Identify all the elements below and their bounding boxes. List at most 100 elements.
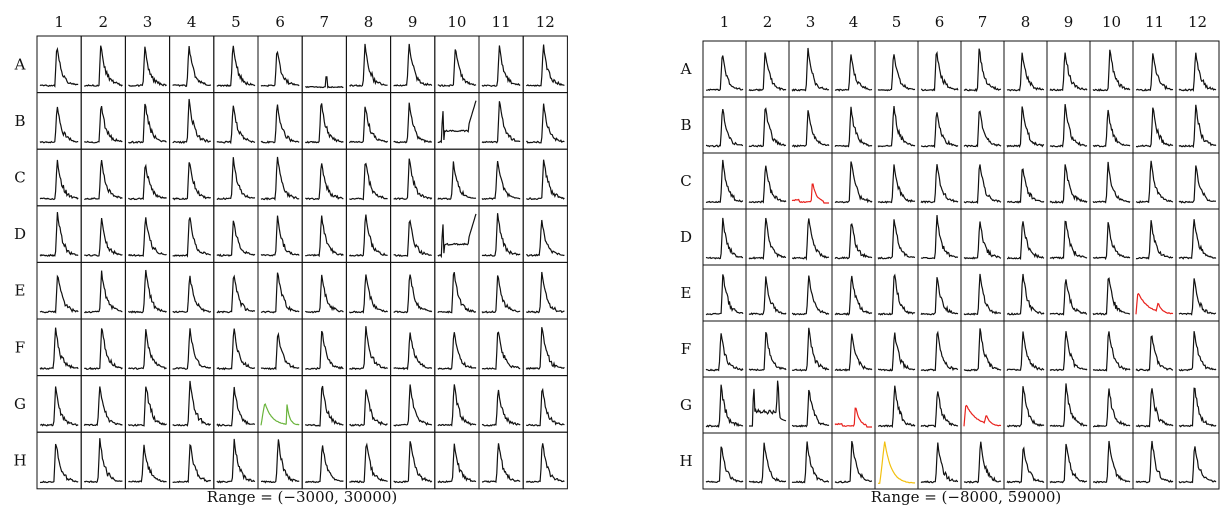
trace-line bbox=[437, 213, 477, 259]
well-H1 bbox=[702, 432, 747, 490]
trace-line bbox=[1178, 387, 1217, 428]
trace-line bbox=[705, 333, 744, 372]
well-G11 bbox=[478, 375, 524, 433]
well-F8 bbox=[1003, 320, 1048, 378]
trace-line bbox=[705, 446, 744, 484]
trace-line bbox=[877, 332, 916, 372]
trace-line bbox=[834, 441, 873, 484]
well-B2 bbox=[745, 96, 790, 154]
well-E3 bbox=[124, 261, 171, 320]
trace-line bbox=[1135, 335, 1174, 372]
trace-line bbox=[84, 45, 123, 87]
column-label: 10 bbox=[1102, 13, 1121, 31]
trace-line bbox=[1135, 107, 1174, 148]
well-F11 bbox=[1132, 320, 1177, 378]
trace-line bbox=[792, 218, 830, 261]
trace-line bbox=[1006, 168, 1045, 204]
well-F3 bbox=[788, 320, 833, 378]
well-E6 bbox=[917, 264, 962, 322]
trace-line bbox=[1049, 52, 1088, 92]
trace-line bbox=[706, 55, 744, 92]
well-H5 bbox=[874, 432, 919, 490]
well-G9 bbox=[1046, 376, 1091, 434]
well-cell bbox=[124, 431, 171, 490]
well-A7 bbox=[960, 40, 1005, 98]
trace-line bbox=[172, 380, 211, 427]
trace-line bbox=[172, 443, 212, 484]
trace-line bbox=[437, 161, 477, 201]
well-B6 bbox=[917, 96, 962, 154]
well-H4 bbox=[169, 431, 215, 490]
well-A11 bbox=[1132, 40, 1177, 98]
column-label: 8 bbox=[364, 13, 374, 31]
column-label: 4 bbox=[187, 13, 197, 31]
row-label: B bbox=[14, 112, 25, 130]
well-E10 bbox=[434, 261, 480, 320]
well-H2 bbox=[80, 431, 126, 490]
well-E12 bbox=[522, 261, 568, 320]
column-label: 11 bbox=[1145, 13, 1164, 31]
trace-line bbox=[304, 445, 344, 484]
well-H10 bbox=[1089, 432, 1134, 490]
column-label: 2 bbox=[99, 13, 109, 31]
row-label: F bbox=[15, 338, 25, 356]
well-C7 bbox=[301, 148, 347, 207]
well-A4 bbox=[169, 35, 215, 94]
well-cell bbox=[522, 205, 568, 263]
column-label: 5 bbox=[892, 13, 902, 31]
well-A2 bbox=[80, 35, 126, 94]
trace-line bbox=[920, 330, 959, 372]
trace-line bbox=[172, 217, 211, 258]
well-F10 bbox=[1089, 320, 1134, 378]
trace-line bbox=[305, 215, 344, 258]
row-label: A bbox=[680, 60, 692, 78]
well-cell bbox=[788, 40, 833, 98]
well-C12 bbox=[522, 148, 568, 207]
well-H9 bbox=[1046, 432, 1091, 490]
trace-line bbox=[481, 45, 521, 87]
trace-line bbox=[748, 442, 787, 485]
trace-line bbox=[748, 165, 787, 204]
well-C9 bbox=[390, 148, 436, 207]
well-H2 bbox=[745, 432, 790, 490]
trace-line bbox=[84, 105, 123, 144]
well-F7 bbox=[301, 318, 347, 377]
trace-line bbox=[963, 328, 1002, 372]
trace-line bbox=[1049, 279, 1088, 316]
well-G10 bbox=[434, 375, 480, 433]
well-C10 bbox=[1089, 152, 1134, 210]
row-label: G bbox=[14, 395, 26, 413]
well-D8 bbox=[1003, 208, 1048, 266]
trace-line bbox=[348, 274, 389, 314]
trace-line bbox=[526, 159, 565, 201]
trace-line bbox=[1093, 388, 1131, 428]
column-label: 1 bbox=[54, 13, 64, 31]
well-F2 bbox=[80, 318, 126, 377]
trace-line bbox=[481, 389, 521, 427]
well-H5 bbox=[213, 431, 259, 490]
well-D9 bbox=[1046, 208, 1091, 266]
well-cell bbox=[874, 432, 919, 490]
trace-line bbox=[791, 389, 830, 428]
trace-line bbox=[878, 441, 916, 484]
trace-line bbox=[1178, 52, 1217, 92]
row-label: C bbox=[680, 172, 691, 190]
trace-line bbox=[963, 404, 1002, 427]
trace-line bbox=[1178, 165, 1216, 204]
trace-line bbox=[1092, 277, 1131, 316]
well-F10 bbox=[434, 318, 480, 377]
well-C2 bbox=[80, 148, 126, 207]
trace-line bbox=[260, 104, 300, 144]
well-C8 bbox=[345, 148, 392, 207]
well-B7 bbox=[960, 96, 1005, 154]
trace-line bbox=[877, 106, 916, 148]
column-label: 6 bbox=[935, 13, 945, 31]
trace-line bbox=[349, 442, 388, 484]
trace-line bbox=[1093, 440, 1131, 484]
trace-line bbox=[1006, 386, 1045, 428]
well-D11 bbox=[1132, 208, 1177, 266]
well-H12 bbox=[1175, 432, 1220, 490]
trace-line bbox=[1006, 106, 1045, 149]
well-E6 bbox=[257, 261, 303, 320]
